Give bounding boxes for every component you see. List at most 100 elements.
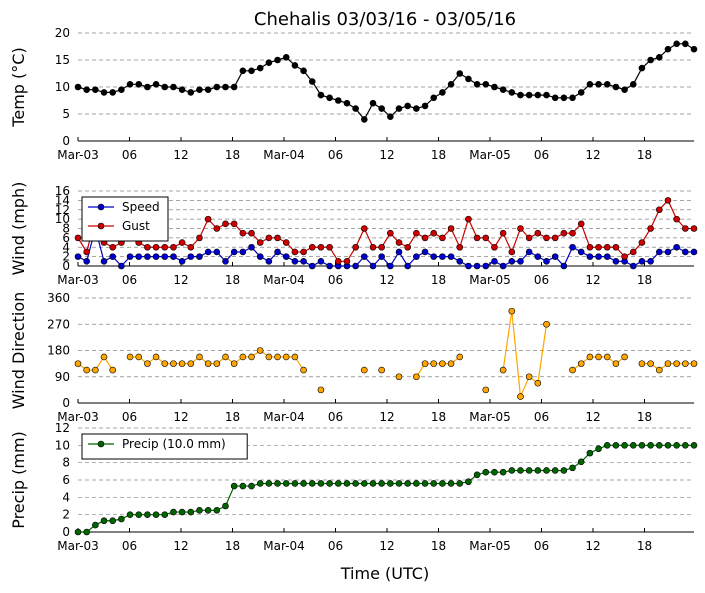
data-point	[204, 360, 212, 367]
data-point	[187, 508, 195, 516]
data-point	[673, 442, 680, 449]
data-point	[248, 67, 255, 75]
data-point	[187, 253, 195, 260]
data-point	[126, 253, 134, 260]
data-point	[387, 262, 394, 270]
data-point	[595, 253, 602, 260]
x-tick-label: 12	[585, 539, 600, 553]
data-point	[638, 360, 646, 367]
data-point	[196, 86, 203, 93]
data-point	[421, 248, 429, 256]
legend-label: Speed	[122, 200, 160, 214]
data-point	[83, 366, 90, 374]
data-point	[170, 253, 177, 260]
data-point	[673, 215, 680, 223]
data-point	[126, 353, 134, 361]
data-point	[265, 59, 273, 67]
data-point	[317, 91, 325, 99]
data-point	[647, 56, 654, 64]
data-point	[317, 386, 325, 394]
data-point	[152, 253, 160, 260]
data-point	[291, 480, 299, 487]
data-point	[612, 83, 620, 91]
data-point	[274, 248, 281, 256]
data-point	[274, 56, 281, 64]
x-tick-label: 18	[431, 148, 446, 162]
data-point	[647, 442, 654, 449]
data-point	[482, 468, 490, 476]
data-point	[213, 248, 221, 256]
data-point	[413, 105, 420, 112]
data-point	[109, 89, 117, 96]
data-point	[517, 225, 524, 232]
data-point	[126, 511, 134, 518]
data-point	[586, 81, 594, 88]
data-point	[447, 360, 455, 367]
data-point	[569, 94, 576, 102]
y-tick-label: 10	[55, 438, 70, 452]
data-point	[144, 253, 151, 260]
data-point	[638, 239, 646, 246]
x-tick-label: 18	[431, 273, 446, 287]
data-point	[473, 81, 481, 88]
data-point	[577, 220, 585, 228]
data-point	[239, 67, 247, 75]
series-line	[415, 356, 461, 378]
data-point	[300, 248, 307, 256]
data-point	[664, 360, 672, 367]
x-tick-label: Mar-05	[469, 273, 510, 287]
data-point	[534, 253, 542, 260]
data-point	[161, 511, 169, 518]
data-point	[508, 248, 516, 256]
data-point	[204, 248, 212, 256]
data-point	[673, 243, 680, 251]
data-point	[74, 234, 82, 242]
data-point	[586, 449, 594, 457]
data-point	[629, 81, 637, 88]
data-point	[682, 360, 689, 367]
data-point	[308, 78, 316, 85]
data-point	[612, 442, 620, 449]
data-point	[664, 45, 672, 53]
y-tick-label: 360	[47, 291, 70, 305]
legend-swatch-marker	[97, 203, 105, 211]
data-point	[326, 262, 333, 270]
data-point	[100, 89, 108, 96]
data-point	[621, 442, 628, 449]
data-point	[74, 528, 82, 536]
data-point	[491, 83, 498, 91]
y-axis-label: Precip (mm)	[9, 431, 28, 529]
x-tick-label: 12	[173, 539, 188, 553]
data-point	[595, 81, 602, 88]
data-point	[560, 229, 568, 237]
data-point	[256, 253, 264, 260]
data-point	[256, 347, 264, 354]
series-line	[77, 43, 695, 121]
data-point	[534, 229, 542, 237]
x-tick-label: 18	[637, 148, 652, 162]
y-tick-label: 0	[62, 259, 70, 273]
data-point	[178, 360, 186, 367]
data-point	[577, 360, 585, 367]
data-point	[92, 86, 99, 93]
data-point	[517, 91, 524, 99]
data-point	[161, 243, 169, 251]
x-tick-label: 18	[225, 410, 240, 424]
data-point	[170, 243, 177, 251]
data-point	[508, 258, 516, 265]
data-point	[508, 307, 516, 315]
data-point	[161, 253, 169, 260]
data-point	[638, 442, 646, 449]
legend-label: Precip (10.0 mm)	[122, 437, 226, 451]
data-point	[265, 353, 273, 361]
data-point	[282, 480, 290, 487]
data-point	[647, 360, 654, 367]
data-point	[655, 248, 663, 256]
data-point	[222, 502, 229, 510]
data-point	[430, 253, 438, 260]
data-point	[395, 480, 403, 487]
data-point	[664, 248, 672, 256]
legend-swatch-marker	[97, 222, 105, 230]
data-point	[352, 262, 359, 270]
